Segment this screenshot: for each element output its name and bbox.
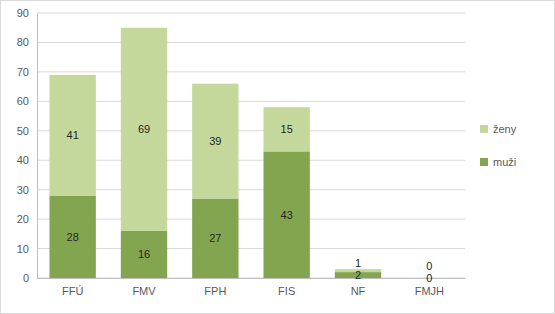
bars <box>49 28 381 278</box>
bar <box>263 151 309 278</box>
x-axis: FFÚ FMV FPH FIS NF FMJH <box>38 278 466 297</box>
tick-label: FIS <box>278 285 295 297</box>
data-label: 1 <box>355 257 361 269</box>
tick: 70 <box>17 66 37 78</box>
bar <box>49 75 95 196</box>
tick: 10 <box>17 243 37 255</box>
data-label: 16 <box>138 248 150 260</box>
data-label: 2 <box>355 269 361 281</box>
data-labels: 28 41 16 69 27 39 43 15 21 00 <box>67 123 433 284</box>
legend-label: ženy <box>493 123 517 135</box>
legend-label: muži <box>493 156 516 168</box>
grid-line <box>37 101 465 102</box>
tick: FIS <box>278 278 295 297</box>
chart-border <box>1 1 555 314</box>
axis-line <box>37 14 38 279</box>
tick: 80 <box>17 36 37 48</box>
grid-line <box>37 278 465 279</box>
tick: 60 <box>17 95 37 107</box>
legend-swatch <box>480 158 488 166</box>
tick: 50 <box>17 125 37 137</box>
bar <box>49 196 95 278</box>
data-label: 39 <box>209 135 221 147</box>
bar <box>192 84 238 199</box>
tick-label: 20 <box>17 213 29 225</box>
tick-label: FMV <box>132 285 156 297</box>
tick: 30 <box>17 184 37 196</box>
data-label: 27 <box>209 232 221 244</box>
tick: 90 <box>17 7 37 19</box>
tick: FPH <box>204 278 226 297</box>
tick-label: 50 <box>17 125 29 137</box>
tick-label: 60 <box>17 95 29 107</box>
series <box>49 28 381 272</box>
tick: 0 <box>23 272 37 284</box>
tick: 20 <box>17 213 37 225</box>
bar <box>121 231 167 278</box>
grid-line <box>37 71 465 72</box>
tick-label: 70 <box>17 66 29 78</box>
tick-label: FFÚ <box>62 285 83 297</box>
data-label: 41 <box>67 129 79 141</box>
bar <box>192 199 238 279</box>
tick: FMV <box>132 278 156 297</box>
grid-line <box>37 219 465 220</box>
data-label: 0 <box>426 272 432 284</box>
legend: ženy muži <box>480 123 517 168</box>
plot: 0102030405060708090FFÚFMVFPHFISNFFMJH284… <box>17 7 466 297</box>
grid-line <box>37 130 465 131</box>
data-label: 0 <box>426 260 432 272</box>
tick-label: 40 <box>17 154 29 166</box>
data-label: 43 <box>281 209 293 221</box>
bar <box>121 28 167 231</box>
axis-line <box>38 278 466 279</box>
legend-item: muži <box>480 156 516 168</box>
data-label: 28 <box>67 231 79 243</box>
tick-label: 30 <box>17 184 29 196</box>
grid-line <box>37 160 465 161</box>
tick-label: 0 <box>23 272 29 284</box>
grid-line <box>37 13 465 14</box>
tick-label: NF <box>351 285 366 297</box>
tick-label: FPH <box>204 285 226 297</box>
tick-label: 80 <box>17 36 29 48</box>
bar <box>263 107 309 151</box>
grid-line <box>37 248 465 249</box>
tick-label: FMJH <box>415 285 444 297</box>
legend-swatch <box>480 125 488 133</box>
y-axis: 0 10 20 30 40 50 60 70 80 90 <box>17 7 38 284</box>
grid-line <box>37 42 465 43</box>
data-label: 69 <box>138 123 150 135</box>
data-label: 15 <box>281 123 293 135</box>
chart: 0102030405060708090FFÚFMVFPHFISNFFMJH284… <box>0 0 555 314</box>
grid-line <box>37 189 465 190</box>
tick-label: 10 <box>17 243 29 255</box>
grid <box>37 13 465 278</box>
tick-label: 90 <box>17 7 29 19</box>
tick: 40 <box>17 154 37 166</box>
legend-item: ženy <box>480 123 517 135</box>
tick: FFÚ <box>62 278 83 297</box>
